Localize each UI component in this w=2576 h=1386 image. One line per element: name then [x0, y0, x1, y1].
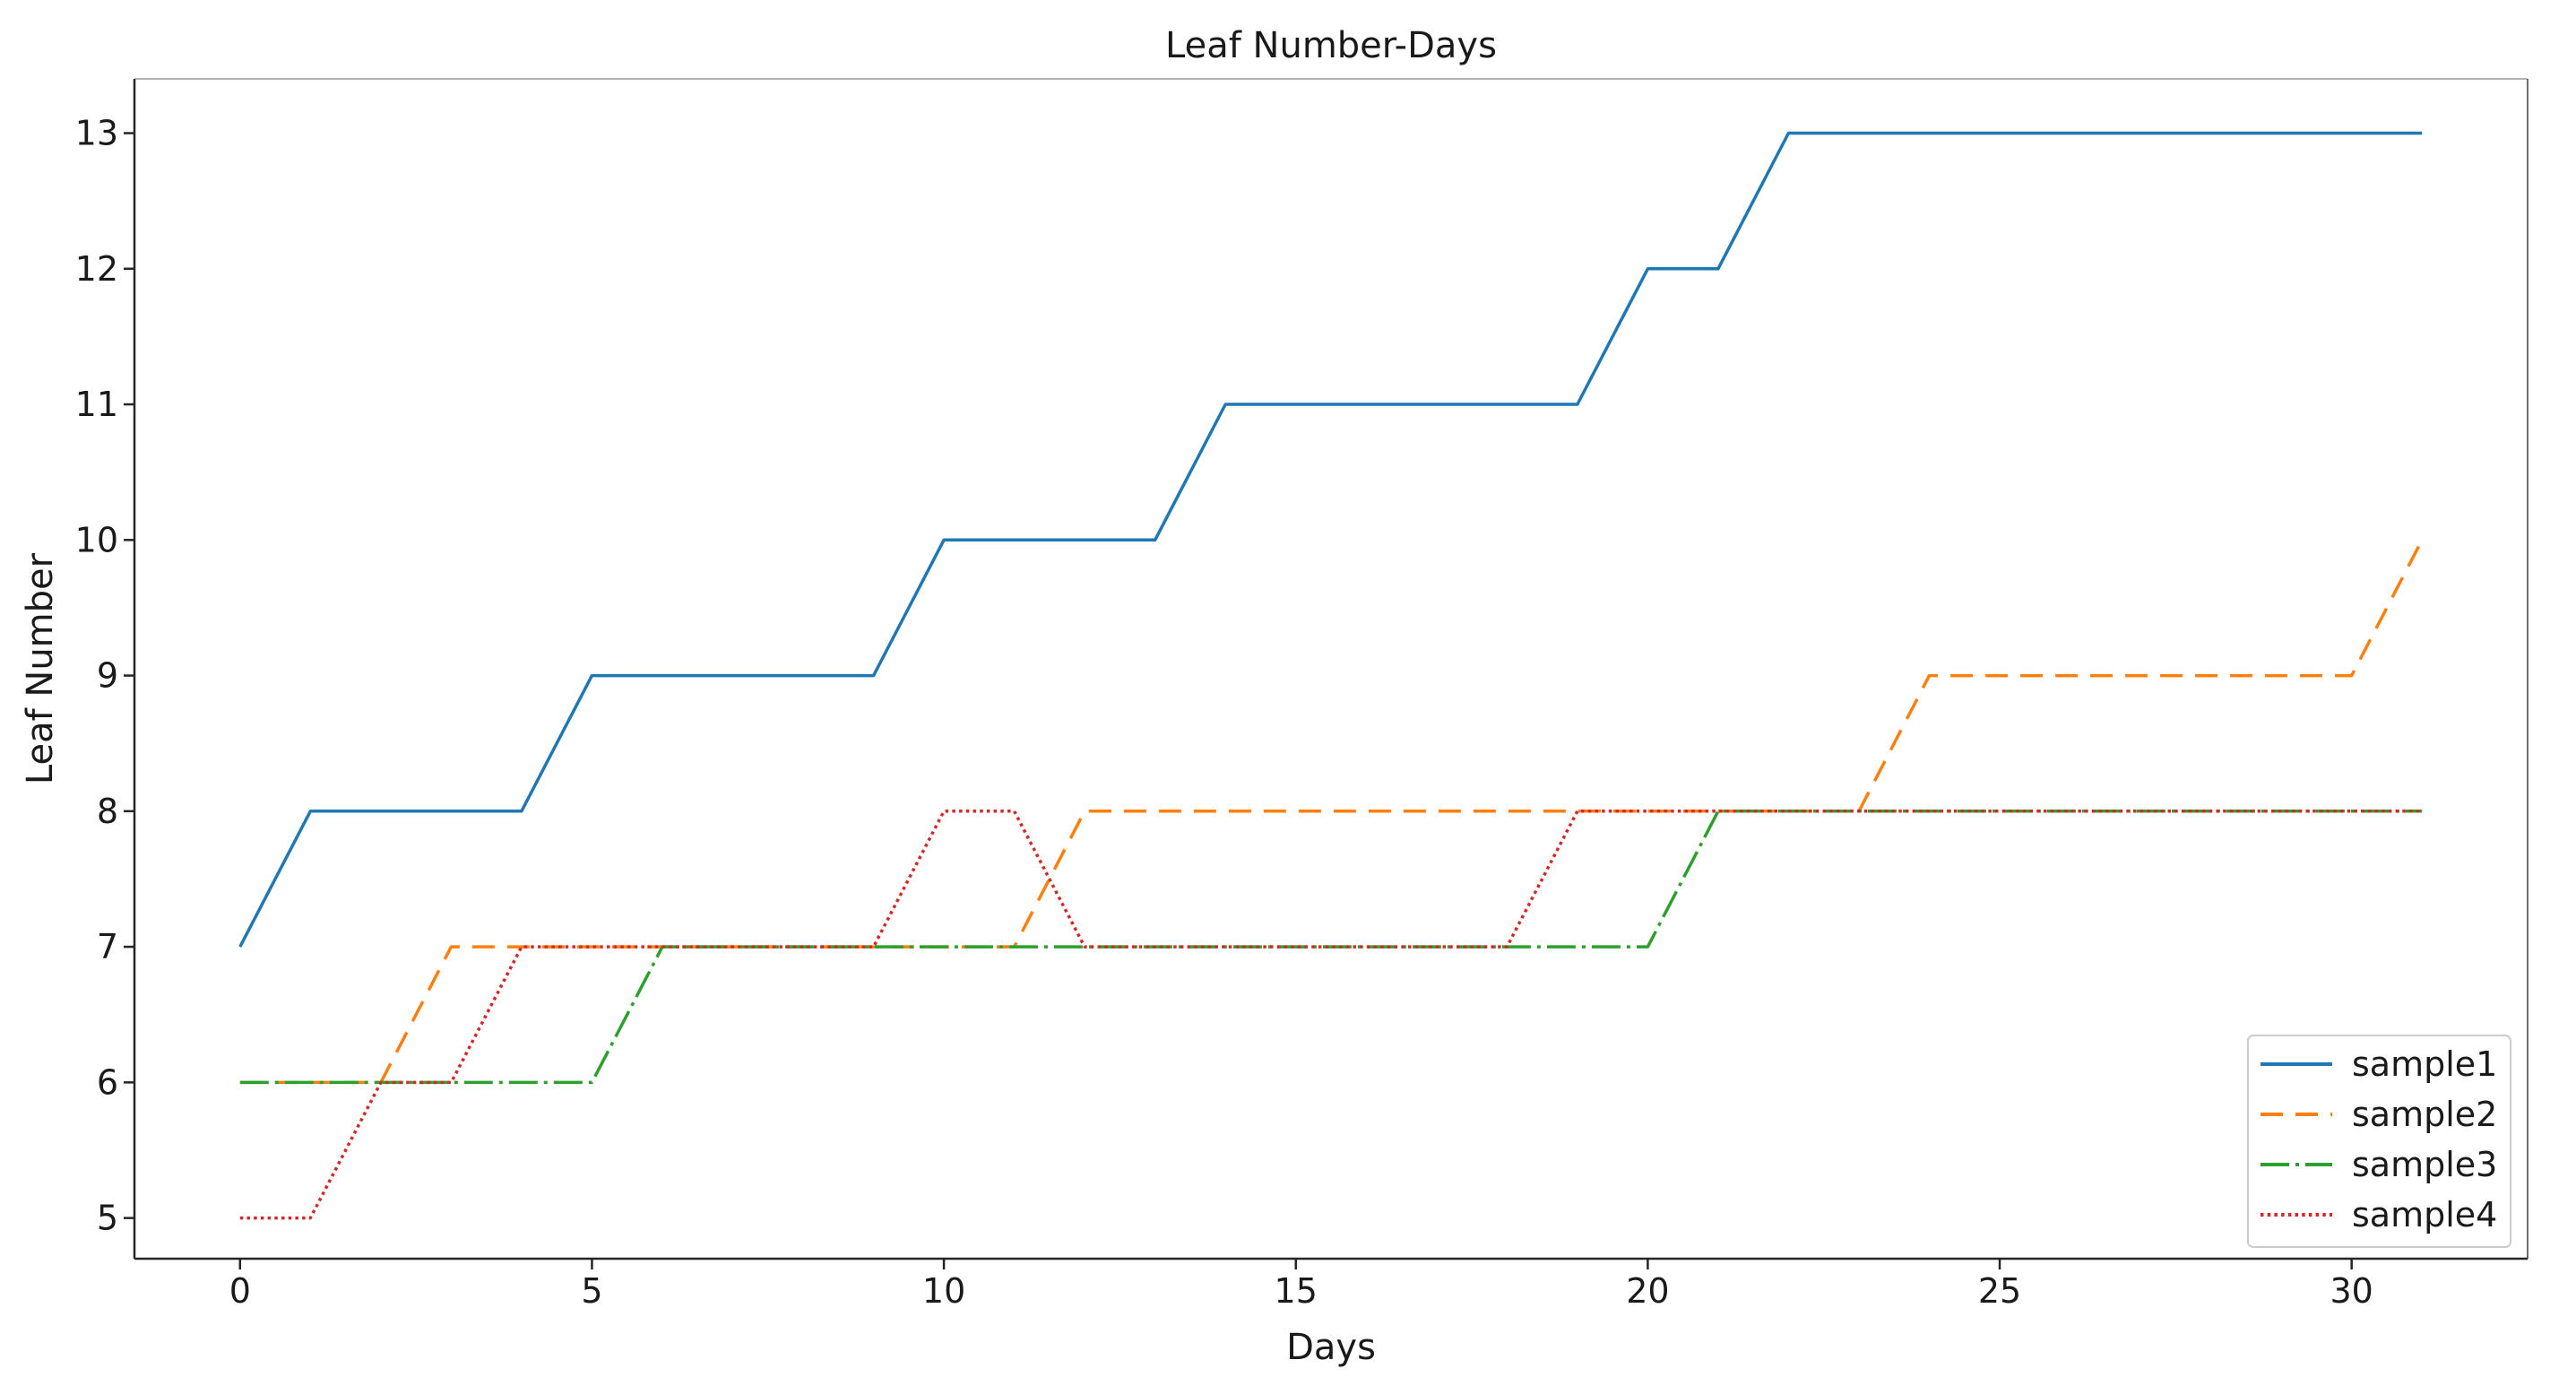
y-axis-label: Leaf Number [20, 552, 61, 784]
x-tick-label: 5 [581, 1271, 602, 1311]
y-tick-label: 8 [97, 792, 118, 831]
legend-box [2247, 1035, 2511, 1248]
x-tick-label: 30 [2330, 1271, 2373, 1311]
legend-item-sample4: sample4 [2260, 1195, 2497, 1234]
chart-title: Leaf Number-Days [1165, 25, 1497, 66]
legend: sample1 sample2 sample3 sample4 [2247, 1035, 2511, 1248]
y-tick-label: 12 [75, 249, 118, 289]
legend-label: sample4 [2352, 1195, 2497, 1234]
series-sample1-line [238, 131, 2423, 948]
y-tick-label: 9 [97, 656, 118, 696]
x-tick-label: 10 [922, 1271, 965, 1311]
legend-item-sample3: sample3 [2260, 1145, 2497, 1184]
legend-item-sample2: sample2 [2260, 1095, 2497, 1134]
legend-label: sample1 [2352, 1044, 2497, 1084]
y-tick-label: 5 [97, 1199, 118, 1238]
y-tick-label: 7 [97, 927, 118, 966]
y-tick-label: 11 [75, 385, 118, 424]
y-tick-label: 6 [97, 1062, 118, 1102]
x-tick-label: 15 [1275, 1271, 1318, 1311]
x-tick-label: 25 [1978, 1271, 2021, 1311]
x-tick-label: 20 [1626, 1271, 1669, 1311]
legend-label: sample2 [2352, 1095, 2497, 1134]
series-sample2-line [239, 539, 2424, 1085]
series-sample4-line [239, 810, 2423, 1220]
y-tick-label: 13 [75, 114, 118, 153]
x-axis-label: Days [1286, 1327, 1376, 1368]
legend-item-sample1: sample1 [2260, 1044, 2497, 1084]
legend-label: sample3 [2352, 1145, 2497, 1184]
x-tick-label: 0 [229, 1271, 251, 1311]
y-tick-label: 10 [75, 520, 118, 559]
